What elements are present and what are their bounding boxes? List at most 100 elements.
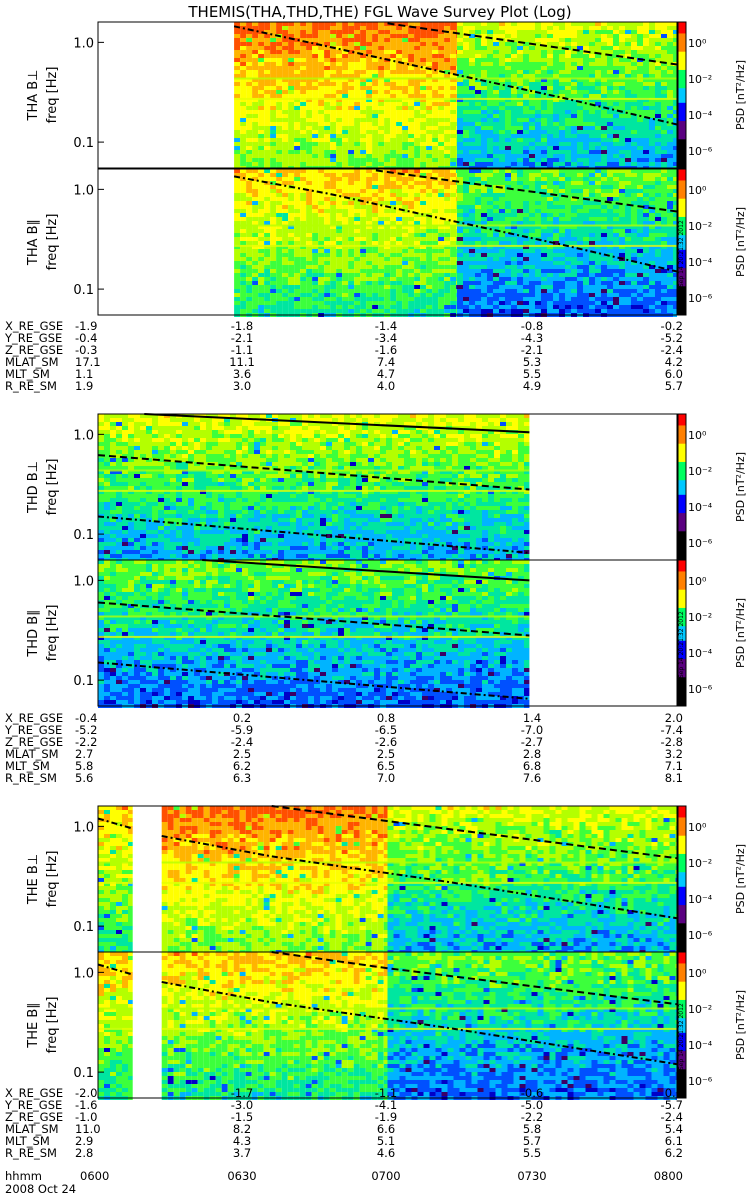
psd-cell xyxy=(523,197,529,201)
psd-cell xyxy=(240,162,246,166)
psd-cell xyxy=(457,58,463,62)
psd-cell xyxy=(282,94,288,98)
psd-cell xyxy=(438,229,444,233)
psd-cell xyxy=(456,118,457,122)
psd-cell xyxy=(258,285,264,289)
psd-cell xyxy=(288,201,294,205)
psd-cell xyxy=(234,30,240,34)
psd-cell xyxy=(276,74,282,78)
psd-cell xyxy=(655,110,661,114)
psd-cell xyxy=(661,162,667,166)
psd-cell xyxy=(523,221,529,225)
psd-cell xyxy=(360,173,366,177)
psd-cell xyxy=(456,261,457,265)
psd-cell xyxy=(493,261,499,265)
psd-cell xyxy=(402,297,408,301)
psd-cell xyxy=(414,281,420,285)
psd-cell xyxy=(444,281,450,285)
psd-cell xyxy=(354,158,360,162)
psd-cell xyxy=(288,273,294,277)
psd-cell xyxy=(396,241,402,245)
psd-cell xyxy=(450,265,456,269)
psd-cell xyxy=(438,94,444,98)
psd-cell xyxy=(571,297,577,301)
psd-cell xyxy=(535,217,541,221)
psd-cell xyxy=(505,197,511,201)
psd-cell xyxy=(553,297,559,301)
psd-cell xyxy=(234,189,240,193)
psd-cell xyxy=(384,177,390,181)
psd-cell xyxy=(372,122,378,126)
psd-cell xyxy=(366,309,372,313)
psd-cell xyxy=(348,114,354,118)
psd-cell xyxy=(481,46,487,50)
psd-cell xyxy=(529,169,535,173)
psd-cell xyxy=(643,154,649,158)
psd-cell xyxy=(661,146,667,150)
psd-cell xyxy=(318,66,324,70)
psd-cell xyxy=(246,138,252,142)
psd-cell xyxy=(366,241,372,245)
psd-cell xyxy=(276,70,282,74)
psd-cell xyxy=(342,106,348,110)
psd-cell xyxy=(559,154,565,158)
psd-cell xyxy=(535,265,541,269)
psd-cell xyxy=(384,118,390,122)
psd-cell xyxy=(577,42,583,46)
psd-cell xyxy=(523,253,529,257)
psd-cell xyxy=(493,221,499,225)
psd-cell xyxy=(282,126,288,130)
psd-cell xyxy=(246,201,252,205)
psd-cell xyxy=(607,46,613,50)
psd-cell xyxy=(390,118,396,122)
psd-cell xyxy=(613,58,619,62)
psd-cell xyxy=(511,229,517,233)
psd-cell xyxy=(366,213,372,217)
psd-cell xyxy=(463,94,469,98)
psd-cell xyxy=(282,233,288,237)
psd-cell xyxy=(541,173,547,177)
psd-cell xyxy=(312,249,318,253)
psd-cell xyxy=(535,297,541,301)
psd-cell xyxy=(270,102,276,106)
psd-cell xyxy=(336,209,342,213)
psd-cell xyxy=(444,150,450,154)
psd-cell xyxy=(432,237,438,241)
psd-cell xyxy=(246,110,252,114)
psd-cell xyxy=(463,22,469,26)
psd-cell xyxy=(475,241,481,245)
psd-cell xyxy=(234,62,240,66)
psd-cell xyxy=(342,142,348,146)
psd-cell xyxy=(234,42,240,46)
psd-cell xyxy=(342,217,348,221)
psd-cell xyxy=(324,158,330,162)
psd-cell xyxy=(342,265,348,269)
psd-cell xyxy=(661,34,667,38)
psd-cell xyxy=(619,150,625,154)
psd-cell xyxy=(276,289,282,293)
psd-cell xyxy=(450,173,456,177)
psd-cell xyxy=(300,265,306,269)
psd-cell xyxy=(342,158,348,162)
psd-cell xyxy=(535,181,541,185)
psd-cell xyxy=(475,90,481,94)
psd-cell xyxy=(288,82,294,86)
psd-cell xyxy=(414,38,420,42)
psd-cell xyxy=(475,26,481,30)
psd-cell xyxy=(300,74,306,78)
psd-cell xyxy=(487,162,493,166)
psd-cell xyxy=(342,173,348,177)
psd-cell xyxy=(481,173,487,177)
psd-cell xyxy=(330,301,336,305)
psd-cell xyxy=(384,30,390,34)
psd-cell xyxy=(390,181,396,185)
psd-cell xyxy=(342,221,348,225)
psd-cell xyxy=(481,261,487,265)
psd-cell xyxy=(517,126,523,130)
psd-cell xyxy=(240,54,246,58)
psd-cell xyxy=(252,58,258,62)
psd-cell xyxy=(559,74,565,78)
psd-cell xyxy=(396,46,402,50)
psd-cell xyxy=(378,138,384,142)
psd-cell xyxy=(499,102,505,106)
